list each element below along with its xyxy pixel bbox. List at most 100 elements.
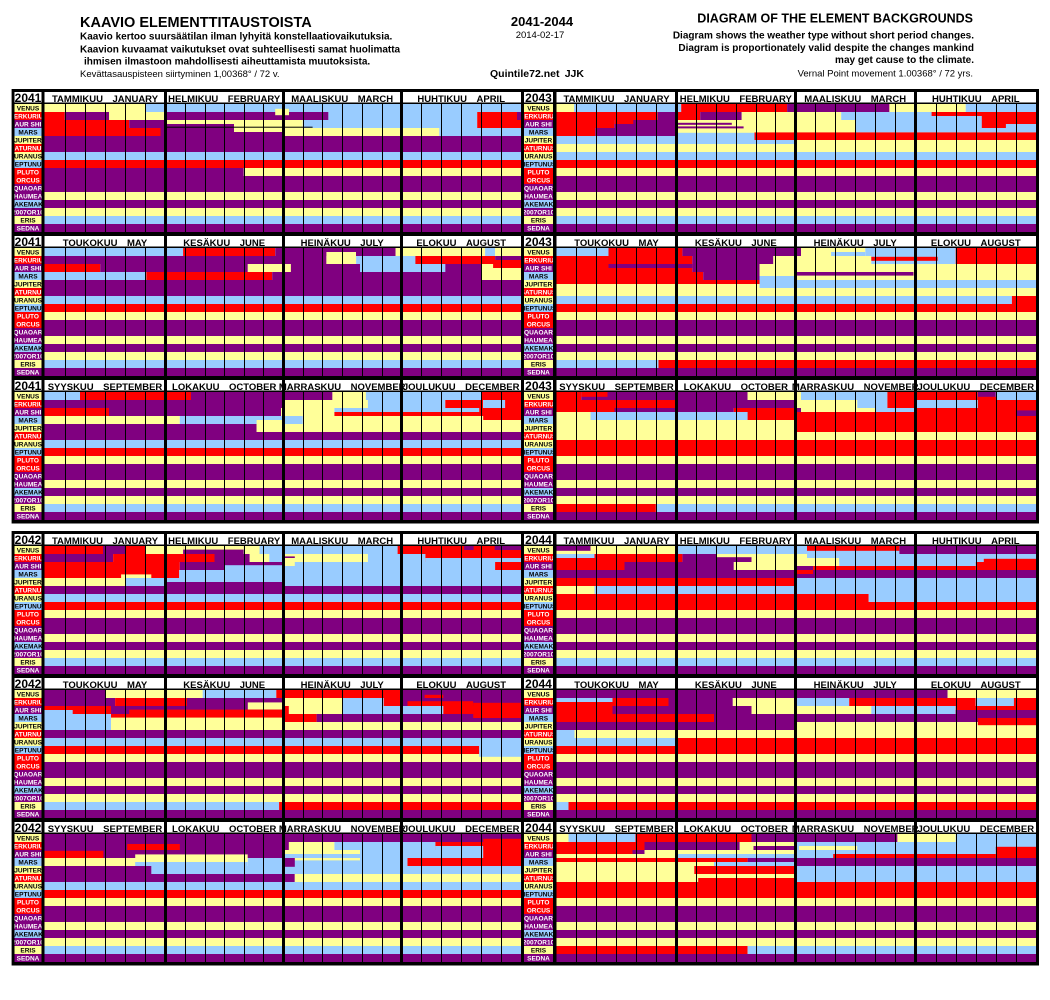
svg-text:VENUS: VENUS: [17, 393, 40, 400]
svg-text:LOKAKUU OCTOBER: LOKAKUU OCTOBER: [684, 824, 788, 835]
svg-text:HAUMEA: HAUMEA: [524, 337, 553, 344]
svg-text:SYYSKUU SEPTEMBER: SYYSKUU SEPTEMBER: [559, 824, 674, 835]
svg-text:HUHTIKUU APRIL: HUHTIKUU APRIL: [932, 536, 1020, 547]
svg-text:SEDNA: SEDNA: [17, 811, 40, 818]
svg-text:ORCUS: ORCUS: [16, 465, 40, 472]
svg-text:URANUS: URANUS: [525, 297, 553, 304]
svg-text:MAKEMAKE: MAKEMAKE: [9, 931, 48, 938]
svg-text:ERIS: ERIS: [531, 659, 547, 666]
svg-text:MARS: MARS: [18, 129, 38, 136]
svg-text:2007OR10: 2007OR10: [523, 939, 555, 946]
svg-text:2041: 2041: [15, 379, 42, 393]
svg-text:PLUTO: PLUTO: [17, 169, 39, 176]
svg-text:MAKEMAKE: MAKEMAKE: [519, 931, 558, 938]
svg-text:2041-2044: 2041-2044: [511, 14, 574, 29]
svg-text:ORCUS: ORCUS: [527, 465, 551, 472]
svg-text:PLUTO: PLUTO: [528, 755, 550, 762]
svg-text:2044: 2044: [525, 533, 552, 547]
svg-text:AUR SHI: AUR SHI: [15, 851, 42, 858]
svg-text:SATURNUS: SATURNUS: [521, 289, 557, 296]
svg-text:Vernal Point movement 1.00368°: Vernal Point movement 1.00368° / 72 yrs.: [798, 69, 973, 80]
svg-text:AUR SHI: AUR SHI: [525, 265, 552, 272]
svg-text:HAUMEA: HAUMEA: [14, 779, 43, 786]
svg-text:ELOKUU AUGUST: ELOKUU AUGUST: [416, 680, 506, 691]
svg-text:NEPTUNUS: NEPTUNUS: [10, 305, 46, 312]
svg-text:URANUS: URANUS: [525, 739, 553, 746]
svg-text:VENUS: VENUS: [17, 105, 40, 112]
svg-text:VENUS: VENUS: [527, 547, 550, 554]
svg-text:PLUTO: PLUTO: [17, 899, 39, 906]
svg-text:PLUTO: PLUTO: [528, 313, 550, 320]
svg-text:SEDNA: SEDNA: [527, 667, 550, 674]
svg-text:2007OR10: 2007OR10: [12, 651, 44, 658]
svg-text:PLUTO: PLUTO: [528, 899, 550, 906]
svg-text:HUHTIKUU APRIL: HUHTIKUU APRIL: [417, 94, 505, 105]
svg-text:VENUS: VENUS: [17, 249, 40, 256]
svg-text:ORCUS: ORCUS: [527, 619, 551, 626]
svg-text:AUR SHI: AUR SHI: [525, 121, 552, 128]
svg-text:KESÄKUU JUNE: KESÄKUU JUNE: [695, 238, 777, 249]
svg-text:AUR SHI: AUR SHI: [15, 121, 42, 128]
svg-text:SATURNUS: SATURNUS: [521, 731, 557, 738]
svg-text:MAALISKUU MARCH: MAALISKUU MARCH: [291, 94, 393, 105]
svg-text:MERKURIUS: MERKURIUS: [519, 555, 559, 562]
svg-text:DIAGRAM OF THE ELEMENT BACKGRO: DIAGRAM OF THE ELEMENT BACKGROUNDS: [697, 12, 973, 26]
svg-text:URANUS: URANUS: [525, 595, 553, 602]
svg-text:HAUMEA: HAUMEA: [524, 923, 553, 930]
svg-text:MAKEMAKE: MAKEMAKE: [519, 787, 558, 794]
svg-text:MAKEMAKE: MAKEMAKE: [9, 643, 48, 650]
svg-text:URANUS: URANUS: [525, 883, 553, 890]
svg-text:QUAOAR: QUAOAR: [524, 915, 553, 922]
svg-text:ORCUS: ORCUS: [16, 619, 40, 626]
svg-text:ERIS: ERIS: [531, 947, 547, 954]
svg-text:SATURNUS: SATURNUS: [521, 587, 557, 594]
svg-text:MARS: MARS: [18, 715, 38, 722]
svg-text:NEPTUNUS: NEPTUNUS: [521, 891, 557, 898]
svg-text:URANUS: URANUS: [14, 595, 42, 602]
svg-text:HAUMEA: HAUMEA: [524, 481, 553, 488]
svg-text:QUAOAR: QUAOAR: [524, 329, 553, 336]
svg-text:2007OR10: 2007OR10: [523, 353, 555, 360]
svg-text:ERIS: ERIS: [20, 217, 36, 224]
svg-text:MERKURIUS: MERKURIUS: [519, 699, 559, 706]
svg-text:JUPITER: JUPITER: [525, 579, 553, 586]
svg-text:HAUMEA: HAUMEA: [14, 635, 43, 642]
svg-text:MERKURIUS: MERKURIUS: [519, 257, 559, 264]
svg-text:JUPITER: JUPITER: [14, 137, 42, 144]
svg-text:VENUS: VENUS: [17, 547, 40, 554]
svg-text:MAKEMAKE: MAKEMAKE: [9, 345, 48, 352]
svg-text:SATURNUS: SATURNUS: [10, 587, 46, 594]
svg-text:SEDNA: SEDNA: [527, 225, 550, 232]
svg-text:MAKEMAKE: MAKEMAKE: [9, 489, 48, 496]
svg-text:VENUS: VENUS: [527, 105, 550, 112]
svg-text:MARRASKUU NOVEMBER: MARRASKUU NOVEMBER: [279, 824, 406, 835]
svg-text:NEPTUNUS: NEPTUNUS: [10, 449, 46, 456]
svg-text:ORCUS: ORCUS: [527, 177, 551, 184]
svg-text:NEPTUNUS: NEPTUNUS: [10, 603, 46, 610]
svg-text:AUR SHI: AUR SHI: [15, 563, 42, 570]
svg-text:ERIS: ERIS: [20, 361, 36, 368]
svg-text:TAMMIKUU JANUARY: TAMMIKUU JANUARY: [563, 94, 670, 105]
svg-text:ORCUS: ORCUS: [16, 763, 40, 770]
svg-text:Kaavio kertoo suursäätilan ilm: Kaavio kertoo suursäätilan ilman lyhyitä…: [80, 32, 393, 43]
svg-text:SEDNA: SEDNA: [527, 369, 550, 376]
svg-text:JUPITER: JUPITER: [525, 867, 553, 874]
svg-text:SATURNUS: SATURNUS: [521, 875, 557, 882]
svg-text:ERIS: ERIS: [20, 505, 36, 512]
svg-text:MERKURIUS: MERKURIUS: [8, 843, 48, 850]
svg-text:Kevättasauspisteen siirtyminen: Kevättasauspisteen siirtyminen 1,00368° …: [80, 69, 280, 80]
svg-text:AUR SHI: AUR SHI: [525, 851, 552, 858]
svg-text:QUAOAR: QUAOAR: [524, 473, 553, 480]
svg-text:2007OR10: 2007OR10: [523, 209, 555, 216]
svg-text:MARS: MARS: [529, 859, 549, 866]
svg-text:2041: 2041: [15, 91, 42, 105]
svg-text:2007OR10: 2007OR10: [12, 209, 44, 216]
svg-text:MAKEMAKE: MAKEMAKE: [519, 489, 558, 496]
svg-text:QUAOAR: QUAOAR: [14, 915, 43, 922]
svg-text:2041: 2041: [15, 235, 42, 249]
svg-text:KESÄKUU JUNE: KESÄKUU JUNE: [183, 680, 265, 691]
svg-text:VENUS: VENUS: [17, 835, 40, 842]
svg-text:ORCUS: ORCUS: [16, 177, 40, 184]
svg-text:ERIS: ERIS: [531, 217, 547, 224]
svg-text:2043: 2043: [525, 91, 552, 105]
